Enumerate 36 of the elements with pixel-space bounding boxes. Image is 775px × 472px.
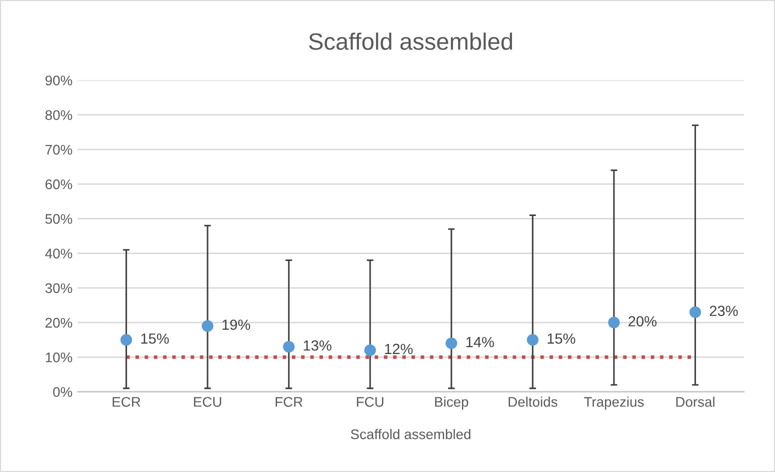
data-label: 13% <box>304 340 332 351</box>
point <box>689 306 702 318</box>
point <box>526 334 538 346</box>
data-label: 14% <box>466 336 494 348</box>
chart-title: Scaffold assembled <box>309 32 512 50</box>
point <box>608 316 620 328</box>
point <box>446 337 458 350</box>
y-tick-label: 10% <box>46 352 72 362</box>
data-label: 19% <box>222 320 250 330</box>
y-tick-label: 40% <box>45 248 72 258</box>
data-label: 15% <box>548 333 576 344</box>
x-tick-label: FCR <box>276 396 302 407</box>
x-tick-label: FCU <box>356 396 384 407</box>
point <box>120 334 132 346</box>
data-label: 20% <box>628 316 657 326</box>
data-label: 23% <box>710 306 738 316</box>
x-tick-label: ECR <box>112 396 140 407</box>
x-tick-label: Bicep <box>435 396 468 410</box>
y-tick-label: 60% <box>46 179 72 190</box>
x-axis-title: Scaffold assembled <box>350 429 470 440</box>
y-tick-label: 90% <box>45 76 72 86</box>
data-label: 12% <box>385 344 413 354</box>
y-tick-label: 30% <box>45 283 72 294</box>
x-tick-label: ECU <box>194 396 222 407</box>
point <box>202 320 214 332</box>
y-tick-label: 0% <box>53 387 72 397</box>
x-tick-label: Deltoids <box>508 396 558 407</box>
y-tick-label: 70% <box>46 144 72 155</box>
x-tick-label: Trapezius <box>584 396 644 410</box>
y-tick-label: 80% <box>45 110 72 120</box>
x-tick-label: Dorsal <box>676 396 714 407</box>
y-tick-label: 50% <box>45 214 72 224</box>
y-tick-label: 20% <box>46 318 72 328</box>
point <box>364 344 376 356</box>
point <box>283 340 295 353</box>
data-label: 15% <box>141 333 169 344</box>
